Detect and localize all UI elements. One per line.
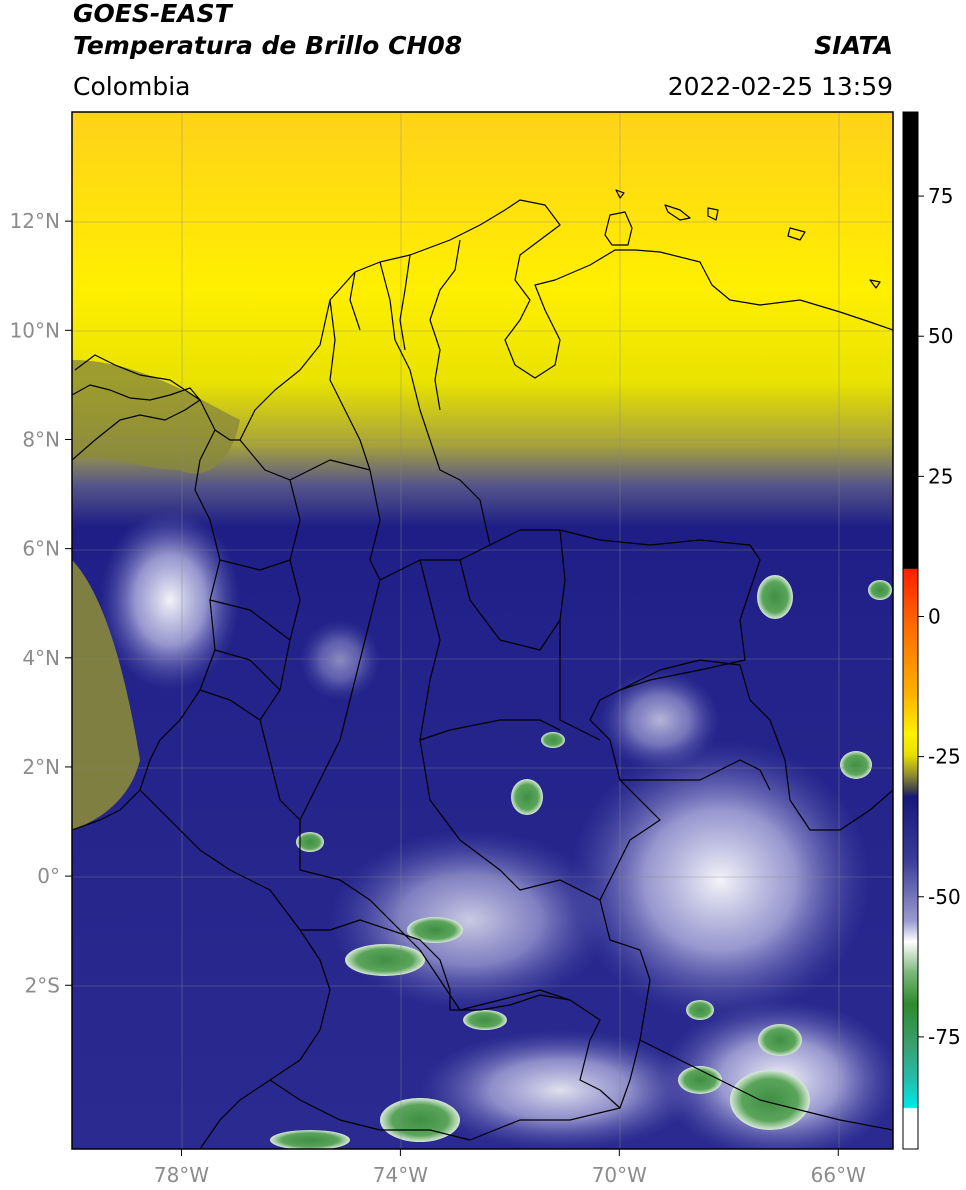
colorbar: 75 50 25 0 -25 -50 -75 <box>902 111 961 1150</box>
lon-tick-label: 70°W <box>592 1163 647 1187</box>
lat-tick-label: 12°N <box>10 209 60 233</box>
region-label: Colombia <box>73 72 191 101</box>
borders <box>72 189 893 1149</box>
lat-tick-label: 2°N <box>22 755 60 779</box>
lat-tick-label: 2°S <box>25 973 60 997</box>
timestamp-label: 2022-02-25 13:59 <box>667 72 893 101</box>
colorbar-tick-label: 75 <box>928 184 953 208</box>
colorbar-tick-label: -50 <box>928 885 961 909</box>
latitude-axis: 12°N 10°N 8°N 6°N 4°N 2°N 0° 2°S <box>10 209 72 997</box>
lat-tick-label: 8°N <box>22 427 60 451</box>
lon-tick-label: 74°W <box>373 1163 428 1187</box>
satellite-title: GOES-EAST <box>73 0 232 28</box>
longitude-axis: 78°W 74°W 70°W 66°W <box>154 1149 866 1187</box>
satellite-imagery <box>72 112 893 1149</box>
colorbar-tick-label: -25 <box>928 745 961 769</box>
colorbar-tick-label: 50 <box>928 324 953 348</box>
lon-tick-label: 78°W <box>154 1163 209 1187</box>
colorbar-tick-label: 25 <box>928 464 953 488</box>
lat-tick-label: 0° <box>37 864 60 888</box>
lon-tick-label: 66°W <box>811 1163 866 1187</box>
map-frame <box>71 111 894 1150</box>
colorbar-tick-label: -75 <box>928 1025 961 1049</box>
lat-tick-label: 4°N <box>22 646 60 670</box>
colorbar-tick-label: 0 <box>928 604 941 628</box>
lat-tick-label: 10°N <box>10 318 60 342</box>
graticule <box>72 112 893 1149</box>
agency-label: SIATA <box>814 31 893 60</box>
lat-tick-label: 6°N <box>22 537 60 561</box>
product-title: Temperatura de Brillo CH08 <box>73 31 463 60</box>
